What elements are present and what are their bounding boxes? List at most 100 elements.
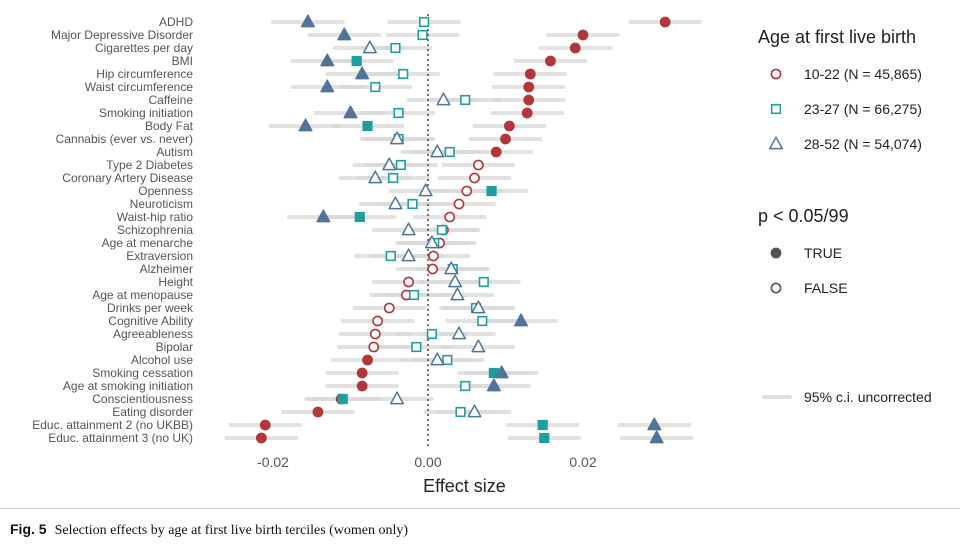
data-point-square <box>385 250 396 262</box>
data-point-square <box>460 94 471 106</box>
data-point-triangle <box>320 53 335 67</box>
legend-key-square <box>770 103 782 115</box>
data-point-circle <box>472 159 484 171</box>
y-tick-label: Cannabis (ever vs. never) <box>56 132 193 146</box>
data-point-circle <box>461 185 473 197</box>
data-point-square <box>393 107 404 119</box>
data-point-circle <box>545 55 556 67</box>
data-point-triangle <box>444 261 459 275</box>
legend-key-open <box>770 282 782 294</box>
y-tick-label: Smoking initiation <box>99 106 193 120</box>
data-point-circle <box>523 94 535 106</box>
data-point-square <box>426 328 437 340</box>
y-tick-label: ADHD <box>159 15 193 29</box>
data-point-circle <box>490 146 502 158</box>
data-point-triangle <box>362 40 377 54</box>
data-point-square <box>354 211 365 223</box>
legend-title-group: Age at first live birth <box>758 27 916 47</box>
x-axis-title: Effect size <box>423 476 506 496</box>
data-point-circle <box>521 107 533 119</box>
y-tick-label: Educ. attainment 2 (no UKBB) <box>32 418 193 432</box>
y-tick-label: Waist circumference <box>85 80 194 94</box>
data-point-square <box>419 16 430 28</box>
data-point-square <box>537 419 548 431</box>
data-point-circle <box>362 354 373 366</box>
data-point-square <box>407 198 418 210</box>
data-point-triangle <box>448 274 463 288</box>
data-point-triangle <box>337 27 352 41</box>
data-point-square <box>442 354 453 366</box>
data-point-circle <box>453 198 465 210</box>
data-point-triangle <box>355 66 370 80</box>
data-point-square <box>486 185 497 197</box>
y-tick-label: Age at smoking initiation <box>63 379 193 393</box>
data-point-triangle <box>390 391 404 405</box>
data-point-square <box>395 159 406 171</box>
data-point-circle <box>356 367 368 379</box>
data-point-circle <box>659 16 671 28</box>
y-tick-label: Alcohol use <box>131 353 193 367</box>
data-point-triangle <box>471 339 486 353</box>
data-point-square <box>477 315 488 327</box>
legend-entry-label: 10-22 (N = 45,865) <box>804 66 922 82</box>
data-point-triangle <box>649 430 664 444</box>
data-point-triangle <box>401 222 416 236</box>
data-point-square <box>411 341 422 353</box>
data-point-triangle <box>300 14 315 28</box>
y-tick-label: Smoking cessation <box>92 366 193 380</box>
legend-entry-label: 23-27 (N = 66,275) <box>804 101 922 117</box>
y-tick-label: Waist-hip ratio <box>117 210 194 224</box>
data-point-square <box>444 146 455 158</box>
y-tick-label: Agreeableness <box>113 327 193 341</box>
legend: Age at first live birth 10-22 (N = 45,865… <box>758 27 932 405</box>
data-point-triangle <box>514 313 528 327</box>
data-point-triangle <box>388 196 403 210</box>
legend-entry-label: 28-52 (N = 54,074) <box>804 136 922 152</box>
x-tick-label: -0.02 <box>257 454 289 470</box>
data-point-triangle <box>343 105 358 119</box>
y-tick-label: Cognitive Ability <box>108 314 193 328</box>
data-point-square <box>370 81 381 93</box>
y-tick-label: Major Depressive Disorder <box>51 28 193 42</box>
data-point-circle <box>372 315 384 327</box>
data-point-square <box>436 224 448 236</box>
data-point-circle <box>577 29 589 41</box>
legend-key-circle <box>770 68 782 80</box>
y-tick-label: Age at menarche <box>102 236 194 250</box>
data-point-square <box>351 55 362 67</box>
legend-sig-true-label: TRUE <box>804 245 842 261</box>
data-point-circle <box>500 133 511 145</box>
y-tick-label: Educ. attainment 3 (no UK) <box>48 431 193 445</box>
legend-key-filled <box>770 247 782 259</box>
x-tick-label: 0.02 <box>569 454 596 470</box>
data-point-circle <box>523 81 535 93</box>
data-point-circle <box>383 302 395 314</box>
legend-key-triangle <box>769 136 783 150</box>
legend-ci-label: 95% c.i. uncorrected <box>804 389 932 405</box>
data-point-circle <box>469 172 480 184</box>
data-point-triangle <box>436 92 451 106</box>
data-point-square <box>337 393 348 405</box>
y-tick-label: Neuroticism <box>130 197 193 211</box>
data-point-circle <box>356 380 368 392</box>
y-tick-label: Bipolar <box>156 340 193 354</box>
point-layer <box>255 14 671 444</box>
data-point-square <box>362 120 373 132</box>
y-tick-label: Caffeine <box>149 93 194 107</box>
data-point-triangle <box>452 326 466 340</box>
figure-caption-text: Selection effects by age at first live b… <box>54 523 409 538</box>
data-point-triangle <box>467 404 482 418</box>
y-tick-label: Age at menopause <box>92 288 193 302</box>
data-point-triangle <box>471 300 486 314</box>
y-tick-label: Body Fat <box>145 119 194 133</box>
data-point-triangle <box>494 365 509 379</box>
data-point-square <box>398 68 409 80</box>
data-point-triangle <box>430 352 445 366</box>
data-point-triangle <box>382 157 397 171</box>
data-point-triangle <box>401 248 416 262</box>
y-tick-label: Autism <box>156 145 193 159</box>
data-point-circle <box>403 276 415 288</box>
data-point-circle <box>569 42 581 54</box>
data-point-circle <box>524 68 536 80</box>
